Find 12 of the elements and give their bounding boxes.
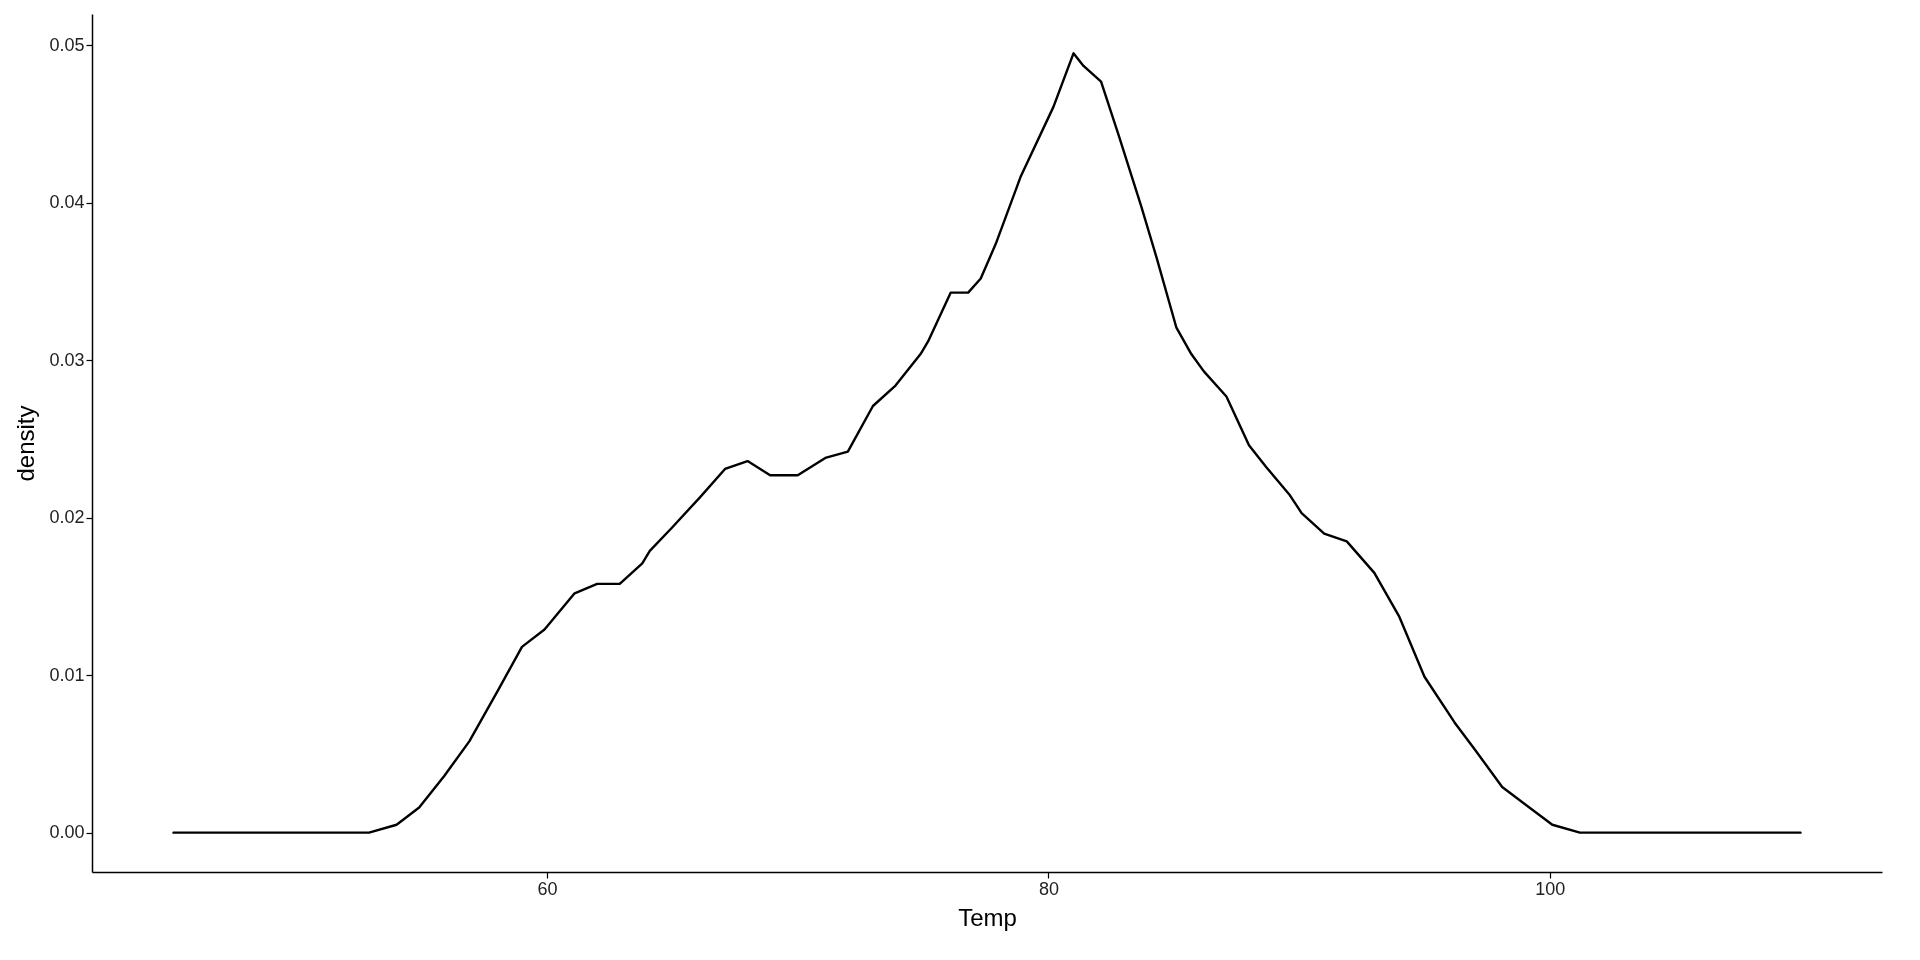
y-tick-label: 0.03 — [49, 349, 85, 370]
line-series — [172, 52, 1802, 834]
y-tick-label: 0.02 — [49, 507, 85, 528]
x-tick-label: 80 — [1038, 878, 1059, 899]
y-tick-label: 0.05 — [49, 34, 85, 55]
x-axis-title: Temp — [958, 903, 1017, 931]
y-tick-label: 0.04 — [49, 192, 85, 213]
x-tick-label: 100 — [1535, 878, 1566, 899]
y-tick-label: 0.01 — [49, 664, 85, 685]
y-axis-title: density — [12, 405, 40, 482]
y-tick-label: 0.00 — [49, 822, 85, 843]
x-tick-label: 60 — [537, 878, 558, 899]
